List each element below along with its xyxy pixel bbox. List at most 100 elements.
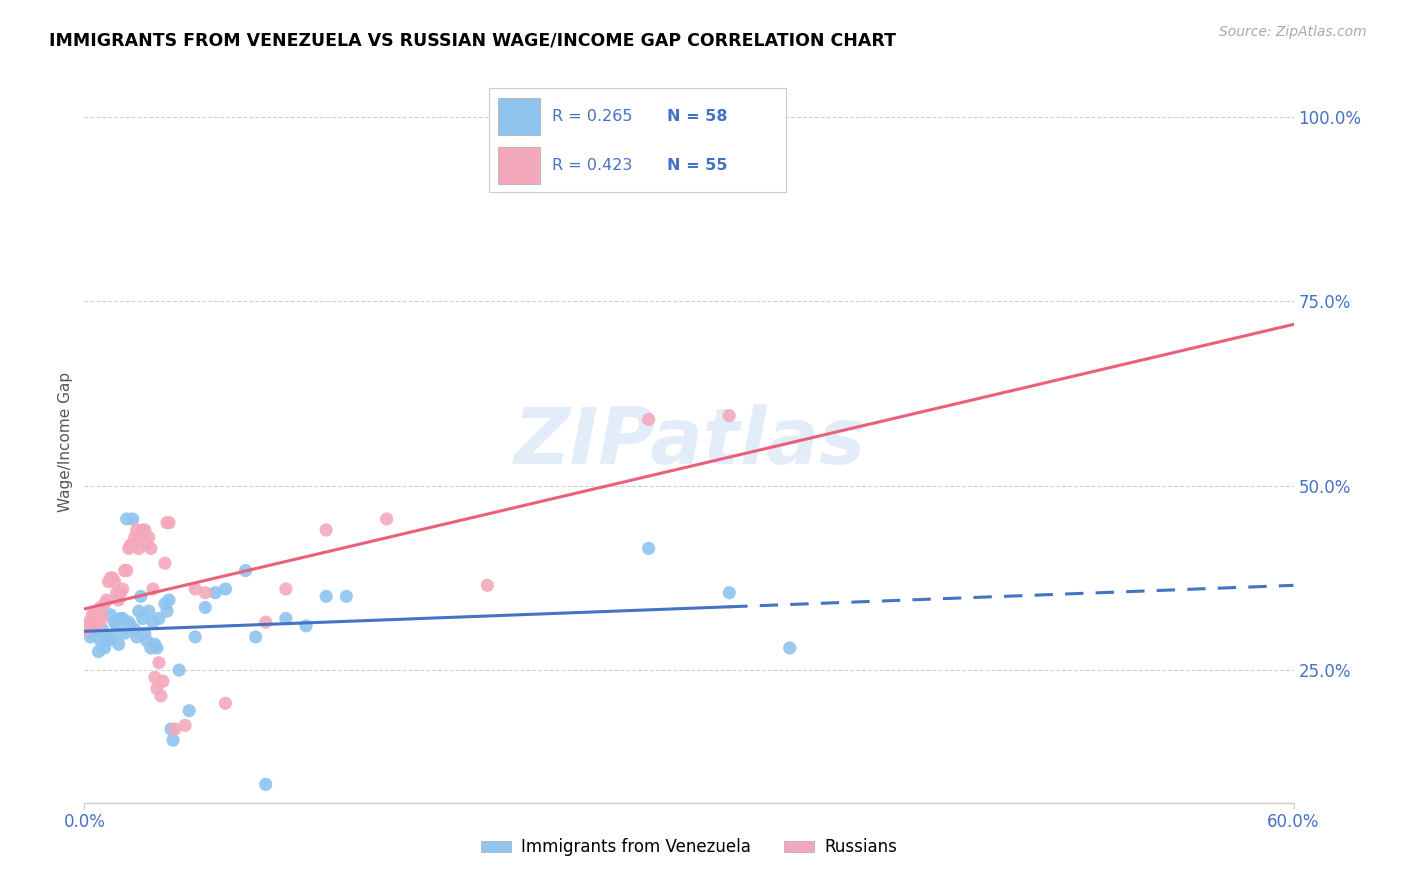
Point [110,611,132,625]
Point [124,530,146,544]
Point [115,512,138,526]
Point [82,607,104,622]
Point [77,615,100,630]
Point [149,689,172,703]
Point [91,623,114,637]
Point [101,571,124,585]
Point [124,623,146,637]
Point [107,637,129,651]
Point [110,585,132,599]
Point [637,541,659,556]
Point [128,541,150,556]
Point [111,611,134,625]
Point [115,564,138,578]
Point [274,582,297,596]
Point [100,607,122,622]
Point [86,623,108,637]
Point [315,523,337,537]
Point [114,564,136,578]
Point [179,704,201,718]
Point [153,597,176,611]
Point [718,585,741,599]
Point [120,619,142,633]
Point [142,615,165,630]
Point [132,611,155,625]
Point [104,615,127,630]
Point [153,556,176,570]
Point [214,582,236,596]
Point [105,619,128,633]
Point [114,626,136,640]
Point [77,619,100,633]
Point [143,670,166,684]
Point [194,600,217,615]
Point [139,541,162,556]
Text: Source: ZipAtlas.com: Source: ZipAtlas.com [1219,25,1367,39]
Point [143,637,166,651]
Point [335,590,357,604]
Point [128,604,150,618]
Point [162,733,184,747]
Y-axis label: Wage/Income Gap: Wage/Income Gap [58,371,73,512]
Point [204,585,226,599]
Point [718,409,741,423]
Point [235,564,257,578]
Point [107,593,129,607]
Point [135,538,157,552]
Point [135,633,157,648]
Point [157,593,180,607]
Point [315,590,337,604]
Point [97,574,120,589]
Point [139,640,162,655]
Point [167,663,190,677]
Point [83,607,105,622]
Point [121,512,143,526]
Point [142,582,165,596]
Point [101,630,124,644]
Point [125,630,148,644]
Point [129,530,152,544]
Point [97,633,120,648]
Point [157,516,180,530]
Point [184,630,207,644]
Point [214,696,236,710]
Point [134,523,156,537]
Point [174,718,197,732]
Point [96,593,118,607]
Point [274,611,297,625]
Point [75,623,97,637]
Point [79,619,101,633]
Point [146,640,169,655]
Point [245,630,267,644]
Point [118,615,141,630]
Point [93,640,115,655]
Point [89,633,111,648]
Text: ZIPatlas: ZIPatlas [513,403,865,480]
Point [779,640,801,655]
Point [156,516,179,530]
Legend: Immigrants from Venezuela, Russians: Immigrants from Venezuela, Russians [474,831,904,863]
Point [129,590,152,604]
Point [75,623,97,637]
Point [118,541,141,556]
Point [125,523,148,537]
Point [148,656,170,670]
Point [91,611,114,625]
Point [165,722,187,736]
Point [156,604,179,618]
Point [86,611,108,625]
Point [477,578,499,592]
Point [375,512,398,526]
Point [96,630,118,644]
Point [120,538,142,552]
Point [152,674,174,689]
Point [111,582,134,596]
Point [132,523,155,537]
Point [637,412,659,426]
Point [138,604,160,618]
Point [184,582,207,596]
Point [100,571,122,585]
Point [194,585,217,599]
Text: IMMIGRANTS FROM VENEZUELA VS RUSSIAN WAGE/INCOME GAP CORRELATION CHART: IMMIGRANTS FROM VENEZUELA VS RUSSIAN WAG… [49,31,896,49]
Point [134,626,156,640]
